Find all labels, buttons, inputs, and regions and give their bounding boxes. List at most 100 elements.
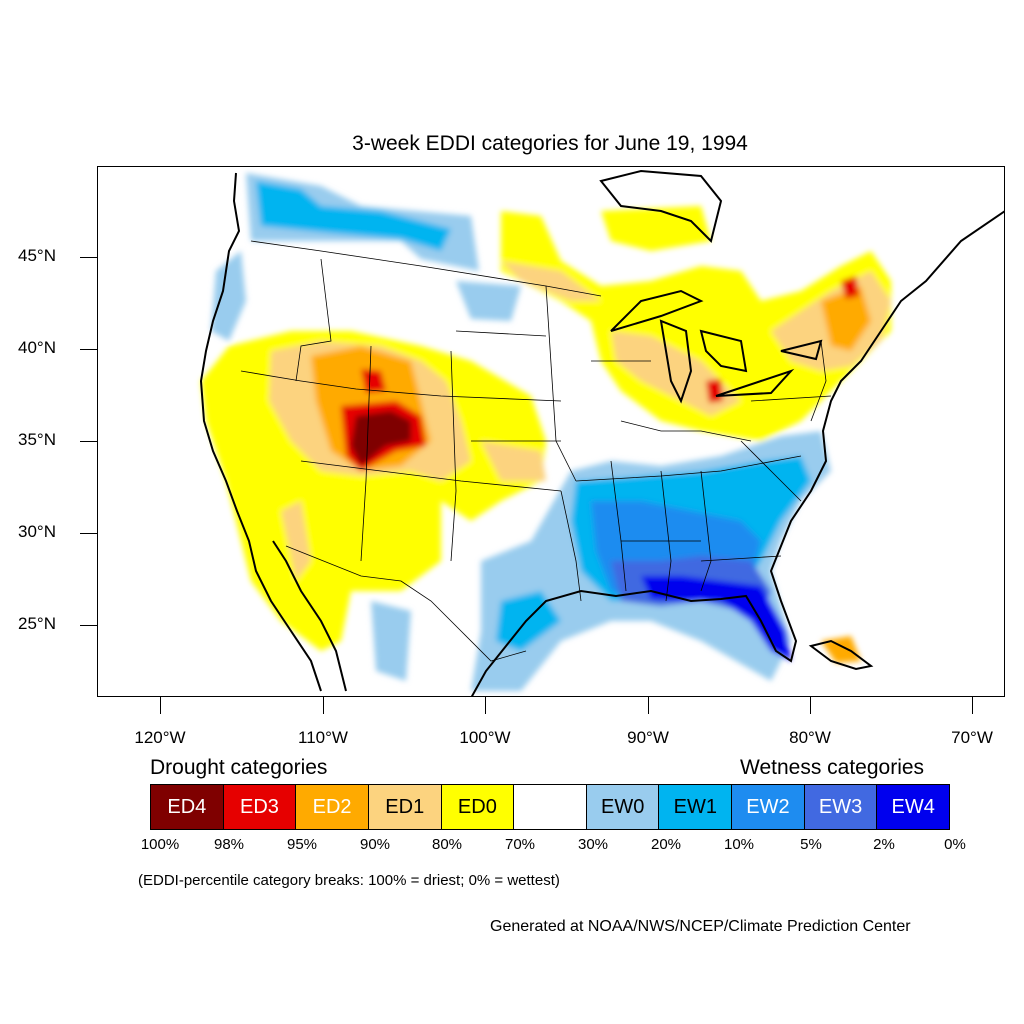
ew0-region-plains bbox=[456, 281, 521, 321]
break-label: 70% bbox=[504, 836, 536, 853]
lon-tick bbox=[648, 697, 649, 714]
state-line bbox=[545, 285, 577, 482]
credit-line: Generated at NOAA/NWS/NCEP/Climate Predi… bbox=[490, 918, 911, 935]
lat-tick bbox=[80, 625, 97, 626]
state-line bbox=[300, 460, 562, 492]
ew1-region-north bbox=[256, 181, 451, 251]
break-label: 95% bbox=[286, 836, 318, 853]
ed0-region-greatlakes bbox=[501, 211, 891, 441]
lon-label: 120°W bbox=[134, 728, 186, 747]
lon-tick bbox=[485, 697, 486, 714]
state-line bbox=[455, 330, 547, 337]
lon-label: 70°W bbox=[951, 728, 993, 747]
ew0-region-westcoast bbox=[211, 251, 246, 341]
us-mexico-border bbox=[285, 545, 527, 662]
break-label: 5% bbox=[800, 836, 822, 853]
state-line bbox=[360, 345, 372, 562]
map-canvas bbox=[199, 169, 1004, 696]
drought-categories-heading: Drought categories bbox=[150, 756, 328, 779]
lon-tick bbox=[160, 697, 161, 714]
state-line bbox=[620, 420, 752, 442]
ed3-region-michigan bbox=[706, 379, 723, 403]
state-line bbox=[295, 258, 332, 382]
coastline-greatlakes-erie bbox=[715, 368, 795, 397]
legend-cell-ed1: ED1 bbox=[368, 785, 442, 829]
state-line bbox=[660, 470, 672, 602]
break-label: 0% bbox=[944, 836, 966, 853]
ed1-region-lakes-north bbox=[501, 261, 601, 301]
lon-label: 80°W bbox=[789, 728, 831, 747]
lon-tick bbox=[972, 697, 973, 714]
category-fill-layer bbox=[201, 173, 891, 691]
ew1-region-texas bbox=[496, 591, 561, 651]
legend-cell-ew2: EW2 bbox=[732, 785, 805, 829]
ed3-region-nevada bbox=[361, 369, 386, 393]
ed2-region-northeast bbox=[821, 286, 871, 351]
coastline-hudson-bay bbox=[599, 169, 723, 243]
coastline-greatlakes-michigan bbox=[659, 319, 693, 404]
ed1-region-baja bbox=[281, 501, 311, 581]
wetness-categories-heading: Wetness categories bbox=[740, 756, 925, 779]
ed2-region-cuba bbox=[821, 636, 861, 663]
lat-tick bbox=[80, 257, 97, 258]
category-legend: ED4 ED3 ED2 ED1 ED0 EW0 EW1 EW2 EW3 EW4 bbox=[150, 784, 950, 830]
break-label: 2% bbox=[873, 836, 895, 853]
legend-cell-neutral bbox=[514, 785, 587, 829]
legend-note: (EDDI-percentile category breaks: 100% =… bbox=[138, 872, 560, 889]
lon-label: 90°W bbox=[627, 728, 669, 747]
state-line bbox=[240, 370, 562, 402]
border-layer bbox=[240, 240, 832, 662]
us-canada-border bbox=[250, 240, 602, 297]
state-line bbox=[700, 470, 712, 592]
legend-cell-ew0: EW0 bbox=[586, 785, 660, 829]
state-line bbox=[450, 350, 457, 562]
lat-tick bbox=[80, 441, 97, 442]
lat-label: 30°N bbox=[18, 522, 56, 541]
lon-tick bbox=[810, 697, 811, 714]
ed4-region-west bbox=[351, 411, 411, 466]
lat-tick bbox=[80, 349, 97, 350]
break-label: 90% bbox=[359, 836, 391, 853]
lon-tick bbox=[323, 697, 324, 714]
state-line bbox=[740, 440, 802, 502]
state-line bbox=[700, 555, 782, 562]
break-label: 20% bbox=[650, 836, 682, 853]
ed3-region-northeast bbox=[841, 276, 859, 299]
break-label: 80% bbox=[431, 836, 463, 853]
map-title: 3-week EDDI categories for June 19, 1994 bbox=[352, 132, 748, 155]
state-line bbox=[575, 455, 802, 482]
coastline-west bbox=[199, 172, 322, 692]
coastline-baja bbox=[272, 540, 347, 692]
state-line bbox=[560, 490, 582, 602]
lon-label: 110°W bbox=[298, 728, 348, 747]
lat-tick bbox=[80, 533, 97, 534]
coastline-greatlakes-huron bbox=[699, 329, 748, 373]
coastline-greatlakes-superior bbox=[610, 289, 704, 332]
state-line bbox=[750, 395, 832, 402]
lat-label: 35°N bbox=[18, 430, 56, 449]
lat-label: 40°N bbox=[18, 338, 56, 357]
legend-cell-ew3: EW3 bbox=[804, 785, 878, 829]
legend-cell-ew1: EW1 bbox=[659, 785, 733, 829]
coastline-cuba bbox=[808, 639, 874, 671]
legend-cell-ed0: ED0 bbox=[441, 785, 515, 829]
break-label: 98% bbox=[213, 836, 245, 853]
lat-label: 45°N bbox=[18, 246, 56, 265]
coastline-layer bbox=[199, 169, 1004, 696]
coastline-greatlakes-ontario bbox=[780, 339, 823, 361]
lat-label: 25°N bbox=[18, 614, 56, 633]
break-label: 100% bbox=[140, 836, 180, 853]
ew0-region-mexico bbox=[371, 601, 411, 681]
eddi-map bbox=[97, 166, 1005, 697]
ed0-region-canada-north bbox=[601, 206, 711, 251]
lon-label: 100°W bbox=[459, 728, 511, 747]
legend-cell-ew4: EW4 bbox=[877, 785, 950, 829]
legend-cell-ed2: ED2 bbox=[296, 785, 369, 829]
ed1-region-plains bbox=[481, 441, 546, 481]
break-label: 30% bbox=[577, 836, 609, 853]
state-line bbox=[810, 340, 827, 422]
break-label: 10% bbox=[723, 836, 755, 853]
legend-cell-ed3: ED3 bbox=[223, 785, 297, 829]
legend-cell-ed4: ED4 bbox=[151, 785, 224, 829]
coastline-gulf bbox=[470, 210, 1004, 696]
